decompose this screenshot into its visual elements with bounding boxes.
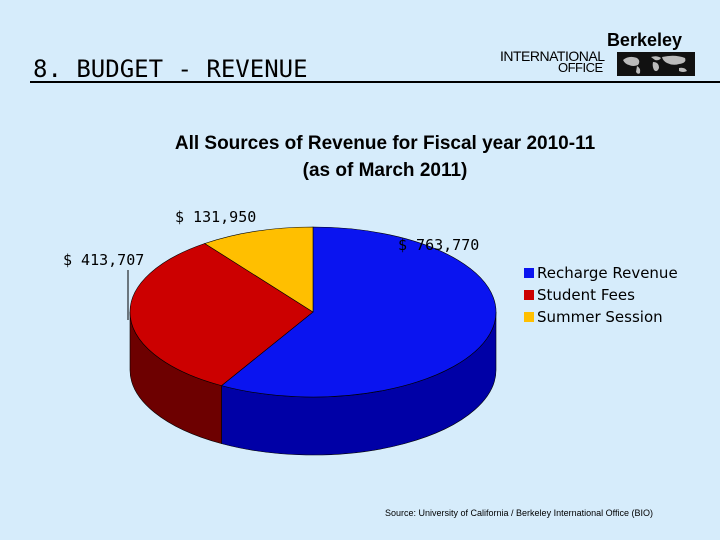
pie-slice — [129, 243, 314, 386]
legend-swatch — [524, 268, 534, 278]
legend-item: Recharge Revenue — [524, 262, 678, 284]
legend-label: Recharge Revenue — [537, 264, 678, 282]
legend-item: Summer Session — [524, 306, 678, 328]
legend-item: Student Fees — [524, 284, 678, 306]
legend-label: Student Fees — [537, 286, 635, 304]
title-rule — [30, 81, 720, 83]
pie-slice — [204, 226, 314, 313]
legend-swatch — [524, 312, 534, 322]
legend-label: Summer Session — [537, 308, 663, 326]
legend: Recharge Revenue Student Fees Summer Ses… — [524, 262, 678, 328]
world-map-icon — [617, 52, 695, 76]
data-label-summer-session: $ 131,950 — [175, 208, 257, 226]
logo-berkeley-text: Berkeley — [606, 30, 682, 50]
data-label-student-fees: $ 413,707 — [63, 251, 145, 269]
berkeley-logo: Berkeley INTERNATIONAL OFFICE — [500, 30, 700, 78]
pie-slice — [220, 226, 497, 398]
data-label-recharge-revenue: $ 763,770 — [398, 236, 480, 254]
logo-international-text: INTERNATIONAL — [500, 48, 605, 64]
source-note: Source: University of California / Berke… — [385, 508, 653, 518]
logo-office-text: OFFICE — [558, 60, 603, 75]
chart-title-line1: All Sources of Revenue for Fiscal year 2… — [174, 133, 596, 154]
legend-swatch — [524, 290, 534, 300]
slide-title: 8. BUDGET - REVENUE — [33, 55, 308, 83]
chart-title-line2: (as of March 2011) — [302, 160, 468, 181]
